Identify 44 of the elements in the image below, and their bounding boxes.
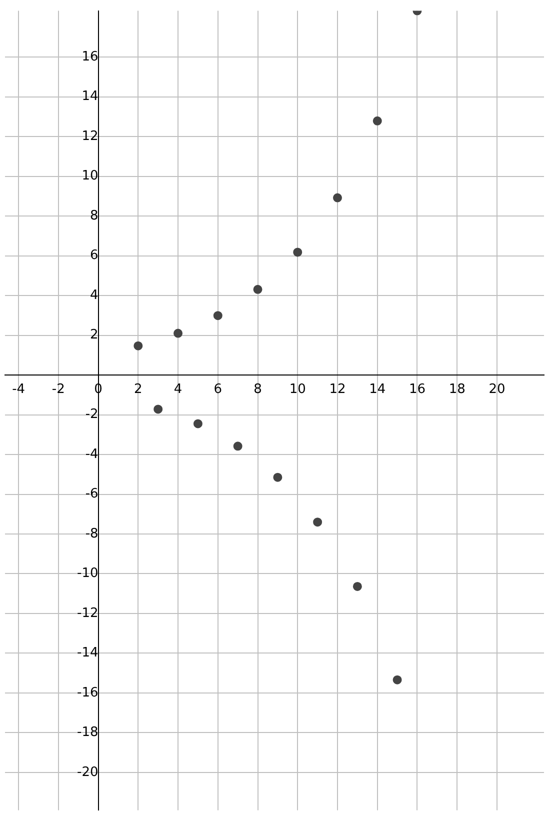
point <box>273 472 282 482</box>
y-tick-label: -10 <box>77 566 98 582</box>
y-tick-label: 10 <box>82 168 98 184</box>
point <box>233 442 242 451</box>
y-tick-label: -16 <box>77 685 98 700</box>
y-tick-label: -20 <box>77 764 98 780</box>
point <box>293 248 302 257</box>
y-tick-label: -14 <box>77 646 98 661</box>
x-tick-label: -4 <box>12 382 26 398</box>
x-tick-label: 18 <box>448 382 466 398</box>
point <box>134 341 143 350</box>
x-tick-label: 12 <box>329 382 346 398</box>
y-tick-label: 14 <box>82 89 98 104</box>
x-tick-label: 6 <box>214 382 222 398</box>
point <box>313 518 322 527</box>
y-tick-label: -2 <box>85 407 98 422</box>
x-tick-label: 4 <box>174 382 182 398</box>
y-tick-label: 4 <box>90 288 98 303</box>
x-tick-label: -2 <box>52 382 65 398</box>
y-tick-label: 12 <box>82 128 98 144</box>
y-tick-label: -8 <box>85 526 98 542</box>
point <box>213 311 222 320</box>
point <box>154 404 163 414</box>
x-tick-label: 8 <box>254 382 262 398</box>
point <box>372 116 382 126</box>
point <box>352 582 362 591</box>
point <box>253 284 262 294</box>
point <box>193 419 202 428</box>
y-tick-label: 2 <box>90 328 98 343</box>
point <box>332 193 342 202</box>
x-tick-label: 16 <box>408 382 426 398</box>
y-tick-label: 6 <box>90 248 98 264</box>
point <box>392 675 402 684</box>
x-tick-label: 10 <box>289 382 306 398</box>
point <box>174 328 183 338</box>
x-tick-label: 2 <box>134 382 142 398</box>
y-tick-label: 8 <box>90 208 98 224</box>
y-tick-label: -12 <box>77 606 98 621</box>
x-tick-label: 20 <box>488 382 506 398</box>
y-tick-label: 16 <box>82 49 98 64</box>
x-tick-label: 14 <box>369 382 386 398</box>
y-tick-label: -6 <box>85 486 98 502</box>
y-tick-label: -18 <box>77 725 98 740</box>
y-tick-label: -4 <box>85 446 98 462</box>
